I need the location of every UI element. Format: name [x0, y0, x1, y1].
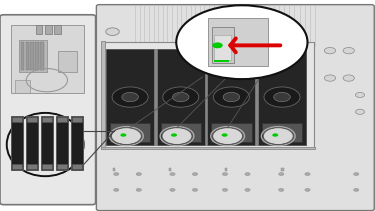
Bar	[208, 18, 268, 66]
Circle shape	[192, 188, 198, 191]
Circle shape	[106, 28, 119, 35]
Circle shape	[354, 173, 359, 176]
Circle shape	[245, 173, 250, 176]
Bar	[106, 49, 154, 145]
Circle shape	[172, 92, 189, 102]
Bar	[42, 164, 52, 169]
Circle shape	[263, 128, 293, 145]
Circle shape	[272, 133, 278, 137]
Bar	[58, 51, 77, 72]
Bar	[101, 41, 105, 149]
Circle shape	[223, 92, 240, 102]
Circle shape	[213, 128, 243, 145]
Bar	[56, 116, 68, 170]
Circle shape	[324, 75, 336, 81]
Bar	[214, 60, 229, 62]
Bar	[169, 168, 171, 171]
Bar	[10, 116, 23, 170]
Bar	[40, 116, 53, 170]
Circle shape	[163, 87, 199, 107]
Bar	[112, 168, 115, 171]
Circle shape	[356, 109, 364, 114]
Bar	[27, 164, 37, 169]
Bar	[160, 123, 201, 142]
Bar	[258, 49, 306, 145]
Bar	[104, 42, 314, 148]
Bar	[57, 164, 67, 169]
Bar	[40, 42, 44, 70]
Circle shape	[245, 188, 250, 191]
Bar	[205, 49, 207, 145]
Circle shape	[112, 87, 148, 107]
Bar	[15, 80, 30, 93]
Circle shape	[176, 5, 308, 79]
Bar	[36, 25, 42, 34]
Bar	[12, 117, 22, 122]
Bar	[211, 123, 252, 142]
Bar	[27, 117, 37, 122]
Bar	[72, 164, 82, 169]
Bar	[19, 40, 47, 72]
Circle shape	[122, 92, 138, 102]
Circle shape	[106, 55, 119, 63]
Circle shape	[305, 188, 310, 191]
Bar	[212, 27, 234, 63]
Bar	[11, 25, 84, 93]
Circle shape	[170, 188, 175, 191]
FancyBboxPatch shape	[0, 15, 96, 205]
Circle shape	[213, 87, 249, 107]
Bar	[262, 123, 302, 142]
Circle shape	[279, 173, 284, 176]
Circle shape	[264, 87, 300, 107]
Bar	[281, 168, 284, 171]
Bar	[154, 49, 157, 145]
Bar	[35, 42, 39, 70]
Circle shape	[222, 188, 228, 191]
Circle shape	[279, 188, 284, 191]
FancyBboxPatch shape	[96, 5, 374, 211]
Bar	[110, 123, 150, 142]
Circle shape	[222, 173, 228, 176]
Circle shape	[274, 92, 290, 102]
Circle shape	[162, 128, 192, 145]
Bar	[214, 35, 231, 60]
Bar	[30, 42, 34, 70]
Bar	[207, 49, 255, 145]
Bar	[70, 116, 83, 170]
Bar	[12, 164, 22, 169]
Circle shape	[120, 133, 126, 137]
Bar	[26, 42, 29, 70]
Circle shape	[136, 173, 141, 176]
Bar	[42, 117, 52, 122]
Circle shape	[356, 92, 364, 97]
Circle shape	[114, 173, 119, 176]
Circle shape	[106, 81, 119, 88]
Bar	[101, 147, 315, 149]
Bar	[225, 168, 227, 171]
Circle shape	[170, 173, 175, 176]
Circle shape	[343, 75, 354, 81]
Circle shape	[136, 188, 141, 191]
Circle shape	[324, 47, 336, 54]
Circle shape	[305, 173, 310, 176]
Circle shape	[171, 133, 177, 137]
Bar	[54, 25, 61, 34]
Circle shape	[354, 188, 359, 191]
Bar	[255, 49, 258, 145]
Circle shape	[111, 128, 141, 145]
Bar	[157, 49, 205, 145]
Bar	[45, 25, 52, 34]
Circle shape	[192, 173, 198, 176]
Circle shape	[212, 42, 223, 48]
Bar	[72, 117, 82, 122]
Bar	[26, 116, 38, 170]
Circle shape	[343, 47, 354, 54]
Circle shape	[114, 188, 119, 191]
Circle shape	[222, 133, 228, 137]
Bar	[57, 117, 67, 122]
Bar	[21, 42, 24, 70]
